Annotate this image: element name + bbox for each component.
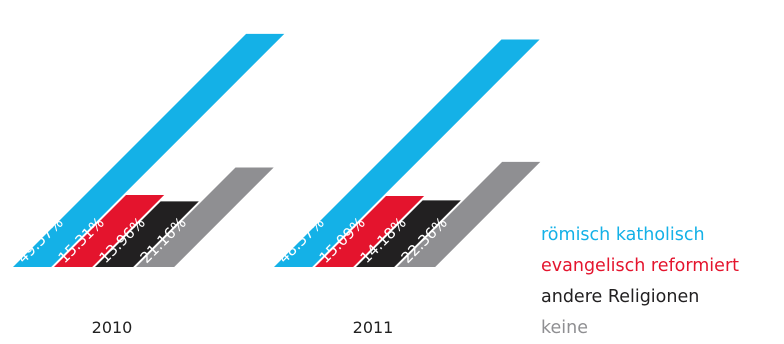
- legend-item-none: keine: [541, 318, 588, 338]
- bar-2011-2: [356, 200, 461, 267]
- legend-item-reformed: evangelisch reformiert: [541, 256, 739, 276]
- year-label-2010: 2010: [92, 318, 133, 337]
- legend: römisch katholisch evangelisch reformier…: [541, 220, 739, 344]
- year-label-2011: 2011: [353, 318, 394, 337]
- bar-2010-1: [54, 195, 165, 267]
- bar-2010-0: [13, 33, 285, 267]
- bar-2011-1: [315, 196, 425, 267]
- bar-2010-3: [136, 167, 274, 267]
- legend-item-other: andere Religionen: [541, 287, 700, 307]
- bar-2011-0: [274, 39, 540, 267]
- bar-2011-3: [397, 161, 541, 267]
- legend-item-catholic: römisch katholisch: [541, 225, 705, 245]
- bar-2010-2: [95, 201, 199, 267]
